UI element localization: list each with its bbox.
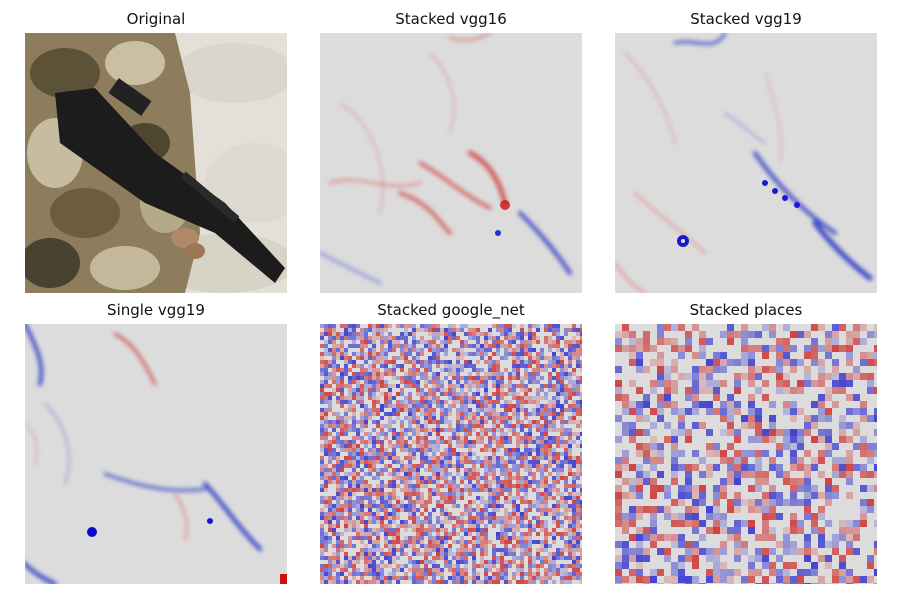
panel-stacked-vgg19: Stacked vgg19 — [615, 10, 877, 295]
saliency-map-stacked-places — [615, 324, 877, 584]
saliency-map-stacked-vgg19 — [615, 33, 877, 293]
panel-stacked-vgg16: Stacked vgg16 — [320, 10, 582, 295]
panel-original: Original — [25, 10, 287, 295]
panel-title-stacked-vgg19: Stacked vgg19 — [690, 10, 802, 28]
panel-single-vgg19: Single vgg19 — [25, 301, 287, 586]
saliency-map-stacked-google-net — [320, 324, 582, 584]
panel-stacked-places: Stacked places — [615, 301, 877, 586]
panel-title-stacked-places: Stacked places — [689, 301, 803, 319]
panel-title-stacked-vgg16: Stacked vgg16 — [395, 10, 507, 28]
panel-title-single-vgg19: Single vgg19 — [107, 301, 205, 319]
saliency-map-stacked-vgg16 — [320, 33, 582, 293]
panel-title-original: Original — [126, 10, 186, 28]
saliency-map-single-vgg19 — [25, 324, 287, 584]
panel-title-stacked-google-net: Stacked google_net — [377, 301, 525, 319]
original-photo — [25, 33, 287, 293]
panel-stacked-google-net: Stacked google_net — [320, 301, 582, 586]
